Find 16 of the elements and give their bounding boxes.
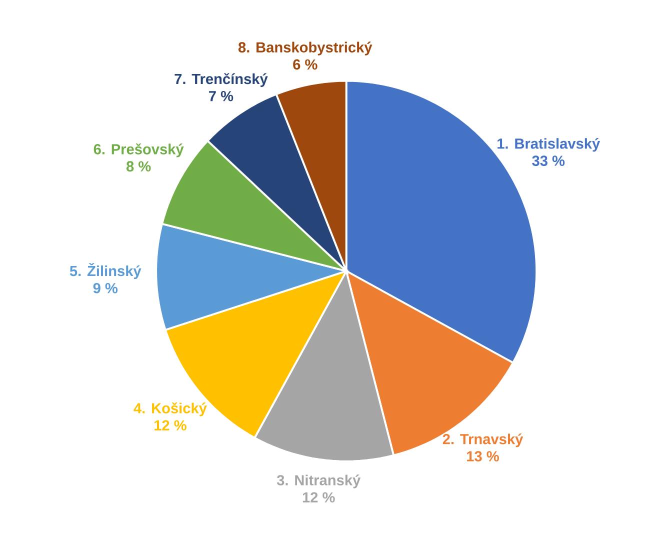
slice-label: 3. Nitranský [276, 474, 361, 488]
data-label: 9 % [93, 282, 118, 294]
data-label: 12 % [154, 420, 186, 430]
data-label: 13 % [467, 450, 499, 462]
data-label: 12 % [302, 492, 335, 502]
slice-label: 7. Trenčínský [174, 72, 268, 87]
slice-label: 1. Bratislavský [498, 138, 600, 152]
data-label: 33 % [532, 155, 565, 166]
slice-label: 2. Trnavský [442, 433, 524, 447]
slice-label: 5. Žilinský [70, 262, 142, 279]
data-label: 6 % [293, 59, 318, 70]
data-label: 7 % [209, 90, 234, 102]
data-label: 8 % [126, 160, 151, 172]
slice-label: 8. Banskobystrický [238, 41, 372, 56]
slice-label: 6. Prešovský [94, 143, 184, 158]
slice-label: 4. Košický [134, 402, 207, 416]
